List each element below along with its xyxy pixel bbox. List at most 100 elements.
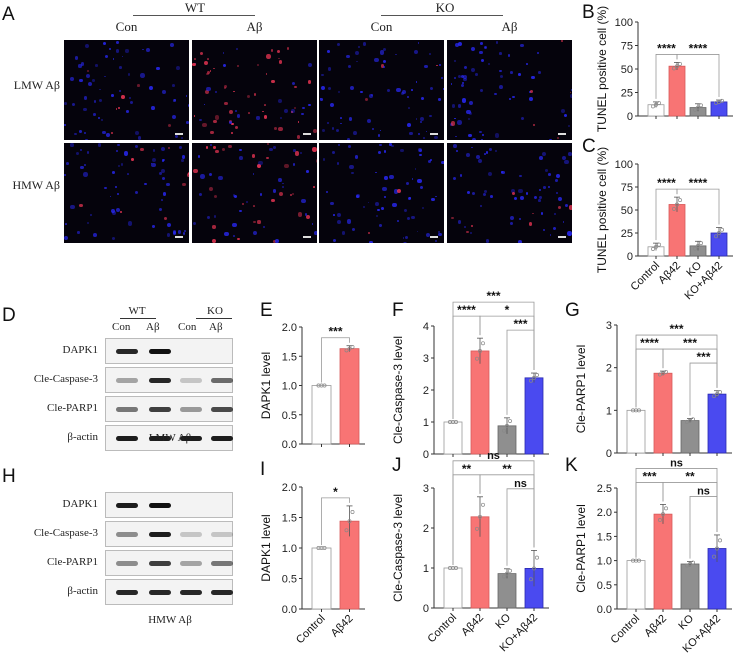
- column-label-wt-abeta: Aβ: [246, 19, 263, 34]
- data-point: [454, 420, 458, 424]
- panel-letter-h: H: [2, 466, 16, 487]
- data-point: [715, 392, 719, 397]
- blot-band: [149, 349, 171, 354]
- data-point: [478, 349, 482, 353]
- significance-bracket: [689, 496, 718, 559]
- blot-band: [149, 561, 171, 566]
- data-point: [651, 104, 655, 109]
- blot-band: [180, 532, 202, 537]
- data-point: [678, 61, 682, 66]
- data-point: [664, 369, 668, 374]
- blot-row-label: Cle-PARP1: [47, 402, 98, 414]
- blot-strip: [105, 521, 233, 547]
- significance-bracket: [452, 460, 535, 565]
- data-point: [712, 394, 716, 399]
- y-tick-label: 1: [423, 417, 429, 429]
- y-tick-label: 1: [423, 563, 429, 575]
- bar-control: [443, 567, 463, 609]
- bar-a-42: [339, 348, 360, 445]
- y-tick-label: 1.0: [597, 556, 612, 568]
- blot-group-ko: KO: [207, 305, 223, 317]
- y-tick-label: 0: [423, 603, 429, 615]
- chart-panel-k: K 0.0 0.5 1.0 1.5 2.0 2.5 Cle-PARP1 level Contro…: [565, 455, 732, 655]
- panel-letter: K: [565, 455, 578, 476]
- data-point: [454, 566, 458, 570]
- bar-ko-a-42: [524, 377, 544, 455]
- bar-ko: [680, 563, 700, 610]
- data-point: [637, 408, 641, 413]
- significance-bracket: [321, 497, 350, 545]
- data-point: [322, 546, 327, 550]
- data-point: [661, 512, 665, 517]
- data-point: [532, 375, 536, 380]
- bar-a-42: [668, 65, 686, 117]
- row-label-hmw: HMW Aβ: [12, 178, 60, 192]
- data-point: [481, 502, 485, 507]
- scale-bar: [303, 236, 311, 238]
- bar-control: [311, 547, 332, 610]
- significance-label: ****: [640, 336, 659, 350]
- blot-underline-ko: [196, 318, 232, 319]
- data-point: [693, 246, 697, 251]
- blot-strip: [105, 550, 233, 576]
- scale-bar: [175, 236, 183, 238]
- y-tick-label: 1: [606, 405, 612, 417]
- significance-label: *: [505, 303, 510, 317]
- blot-band: [116, 349, 138, 354]
- microscopy-tile: [447, 40, 572, 140]
- data-point: [478, 514, 482, 519]
- bar-control: [443, 421, 463, 455]
- significance-label: ***: [328, 325, 342, 339]
- data-point: [664, 506, 668, 511]
- group-header-wt: WT: [184, 0, 206, 15]
- significance-label: ****: [657, 41, 676, 55]
- blot-band: [180, 436, 202, 441]
- blot-band: [180, 590, 202, 595]
- significance-label: ***: [486, 289, 500, 303]
- y-tick-label: 3: [606, 320, 612, 332]
- data-point: [699, 241, 703, 246]
- microscopy-tile: [319, 40, 444, 140]
- y-axis-label: Cle-PARP1 level: [574, 504, 588, 592]
- y-tick-label: 0.0: [282, 604, 297, 616]
- x-tick-label: KO: [493, 611, 513, 631]
- y-tick-label: 50: [621, 64, 633, 76]
- x-tick-label: Control: [426, 612, 460, 646]
- significance-label: ***: [669, 322, 683, 336]
- y-tick-label: 25: [621, 228, 633, 240]
- panel-letter: G: [565, 300, 580, 321]
- x-tick-label: Control: [609, 613, 643, 647]
- data-point: [535, 373, 539, 377]
- y-tick-label: 0.5: [282, 574, 297, 586]
- blot-band: [149, 436, 171, 441]
- column-label-ko-abeta: Aβ: [501, 19, 518, 34]
- data-point: [685, 563, 689, 568]
- significance-label: **: [502, 462, 512, 476]
- bar-a-42: [653, 372, 673, 454]
- data-point: [658, 517, 662, 522]
- data-point: [712, 554, 716, 559]
- significance-bracket: [506, 329, 535, 415]
- blot-band: [211, 436, 233, 441]
- y-tick-label: 1.5: [597, 531, 612, 543]
- scale-bar: [430, 236, 438, 238]
- blot-band: [149, 503, 171, 508]
- blot-band: [116, 590, 138, 595]
- significance-bracket: [676, 188, 720, 225]
- blot-band: [116, 503, 138, 508]
- blot-row-label: β-actin: [67, 431, 98, 443]
- bar-ko: [497, 573, 517, 609]
- microscopy-tile: [64, 40, 189, 140]
- data-point: [691, 417, 695, 422]
- blot-band: [149, 407, 171, 412]
- data-point: [654, 244, 658, 249]
- bar-ko-a-42: [707, 393, 727, 454]
- blot-strip: [105, 396, 233, 422]
- data-point: [535, 555, 539, 560]
- lane-label-1: Con: [112, 321, 131, 333]
- blot-caption-hmw: HMW Aβ: [148, 614, 192, 626]
- row-label-lmw: LMW Aβ: [13, 78, 60, 92]
- data-point: [350, 344, 355, 349]
- y-axis-label: DAPK1 level: [259, 514, 273, 581]
- data-point: [675, 202, 679, 207]
